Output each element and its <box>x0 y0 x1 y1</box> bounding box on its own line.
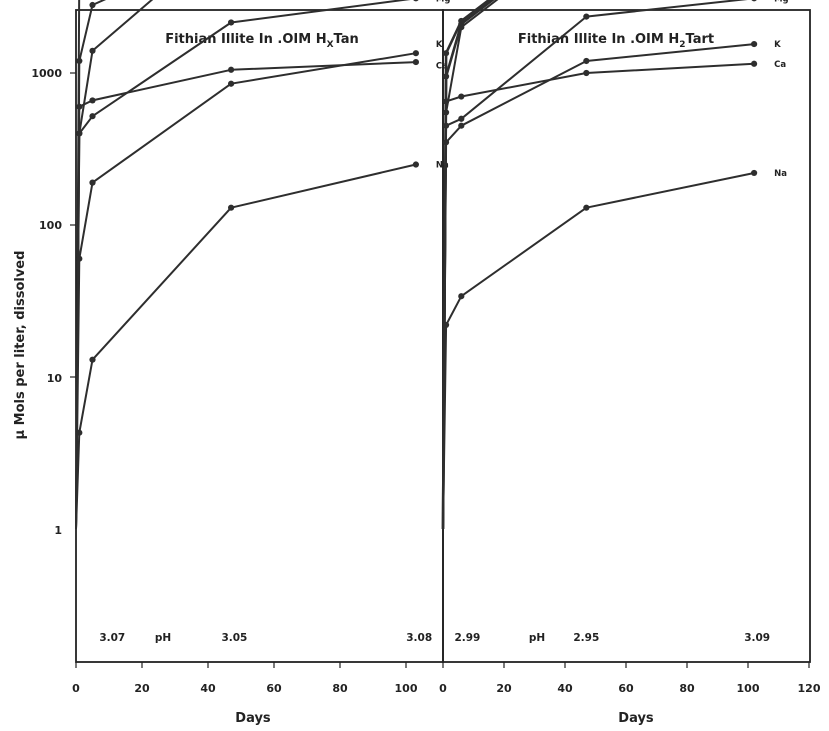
panel-2-series-Si-point-1 <box>443 50 449 56</box>
panel-1-series-Fe-point-2 <box>89 48 95 54</box>
panel-1-series-K-point-3 <box>228 81 234 87</box>
panel-2-series-label-Na: Na <box>774 169 787 179</box>
panel-1-x-tick-label-100: 100 <box>395 682 418 695</box>
panel-1-series-Ca-point-3 <box>228 67 234 73</box>
panel-1-series-Mg-point-2 <box>89 113 95 119</box>
chart-marks: 0204060801003.073.053.08FeSiAlMgKCaNa020… <box>70 0 821 695</box>
panel-2-series-Si-line <box>443 0 754 529</box>
panel-2-series-Ca-point-2 <box>458 93 464 99</box>
panel-1-series-Ca-line <box>76 62 416 529</box>
ph-label-left: pH <box>155 632 171 644</box>
panel-1-ph-value-3: 3.08 <box>406 632 432 644</box>
panel-1-series-Mg-line <box>76 0 416 529</box>
panel-2-series-Na-point-4 <box>751 170 757 176</box>
panel-2-x-tick-label-0: 0 <box>439 682 447 695</box>
panel-2-series-Mg-line <box>443 0 754 529</box>
panel-2-ph-value-1: 2.99 <box>454 632 480 644</box>
y-tick-label-1: 1 <box>54 524 62 537</box>
panel-2-series-Fe-line <box>443 0 754 529</box>
panel-2-series-Fe-point-1 <box>443 73 449 79</box>
panel-2-series-K-point-2 <box>458 123 464 129</box>
panel-1-x-tick-label-40: 40 <box>200 682 216 695</box>
panel-1-series-Ca-point-2 <box>89 97 95 103</box>
panel-1-series-Fe-line <box>76 0 416 529</box>
panel-1-x-tick-label-20: 20 <box>134 682 150 695</box>
panel-1-series-Al-point-2 <box>89 2 95 8</box>
x-axis-label-left: Days <box>235 711 271 726</box>
panel-2-series-K-line <box>443 44 754 529</box>
panel-1-series-Na-point-3 <box>228 205 234 211</box>
panel-1-series-Si-line <box>76 0 416 529</box>
panel-2-series-label-K: K <box>774 40 781 50</box>
panel-1-series-Mg-point-4 <box>413 0 419 1</box>
panel-1-series-K-line <box>76 53 416 529</box>
panel-1-series-label-Mg: Mg <box>436 0 451 4</box>
panel-1-series-Na-line <box>76 165 416 530</box>
panel-1-x-tick-label-80: 80 <box>332 682 348 695</box>
panel-1-series-label-K: K <box>436 40 443 50</box>
panel-1-series-Na-point-4 <box>413 161 419 167</box>
panel-2-x-tick-label-80: 80 <box>679 682 695 695</box>
panel-2-x-tick-label-20: 20 <box>496 682 512 695</box>
panel-2-series-Ca-line <box>443 64 754 529</box>
panel-1-frame <box>76 10 443 662</box>
panel-1-series-Ca-point-1 <box>76 104 82 110</box>
panel-2-series-Mg-point-3 <box>583 13 589 19</box>
panel-1-ph-value-2: 3.05 <box>221 632 247 644</box>
panel-1-series-Al-line <box>76 0 416 529</box>
panel-2-series-Na-point-1 <box>443 322 449 328</box>
panel-2-x-tick-label-100: 100 <box>737 682 760 695</box>
panel-1-series-label-Na: Na <box>436 161 449 171</box>
panel-2-series-Na-point-2 <box>458 293 464 299</box>
panel-1-ph-value-1: 3.07 <box>99 632 125 644</box>
panel-1-series-Mg-point-3 <box>228 19 234 25</box>
panel-1-x-tick-label-60: 60 <box>266 682 282 695</box>
panel-1-series-K-point-2 <box>89 180 95 186</box>
panel-2-series-Mg-point-2 <box>458 116 464 122</box>
panel-1-series-Al-point-1 <box>76 58 82 64</box>
ph-label-right: pH <box>529 632 545 644</box>
x-axis-label-right: Days <box>618 711 654 726</box>
panel-2-series-Na-line <box>443 173 754 529</box>
y-tick-label-100: 100 <box>39 219 62 232</box>
panel-2-x-tick-label-120: 120 <box>798 682 821 695</box>
panel-2-series-Al-line <box>443 0 754 529</box>
panel-2-ph-value-3: 3.09 <box>744 632 770 644</box>
panel-2-ph-value-2: 2.95 <box>573 632 599 644</box>
panel-2-series-Ca-point-3 <box>583 70 589 76</box>
panel-1-series-K-point-4 <box>413 50 419 56</box>
panel-2-series-Al-point-2 <box>458 24 464 30</box>
y-axis-label: μ Mols per liter, dissolved <box>13 251 28 440</box>
panel-2-series-Ca-point-4 <box>751 61 757 67</box>
panel-1-x-tick-label-0: 0 <box>72 682 80 695</box>
panel-2-series-label-Ca: Ca <box>774 60 786 70</box>
panel-2-series-K-point-3 <box>583 58 589 64</box>
panel-2-series-Mg-point-4 <box>751 0 757 1</box>
panel-2-series-K-point-4 <box>751 41 757 47</box>
y-tick-label-10: 10 <box>47 372 63 385</box>
panel-1-series-Na-point-1 <box>76 430 82 436</box>
panel-1-series-Na-point-2 <box>89 357 95 363</box>
panel-1-series-Ca-point-4 <box>413 59 419 65</box>
y-tick-label-1000: 1000 <box>31 67 62 80</box>
panel-2-series-label-Mg: Mg <box>774 0 789 4</box>
panel-2-x-tick-label-60: 60 <box>618 682 634 695</box>
panel-2-x-tick-label-40: 40 <box>557 682 573 695</box>
panel-2-series-Ca-point-1 <box>443 98 449 104</box>
panel-2-series-Na-point-3 <box>583 205 589 211</box>
